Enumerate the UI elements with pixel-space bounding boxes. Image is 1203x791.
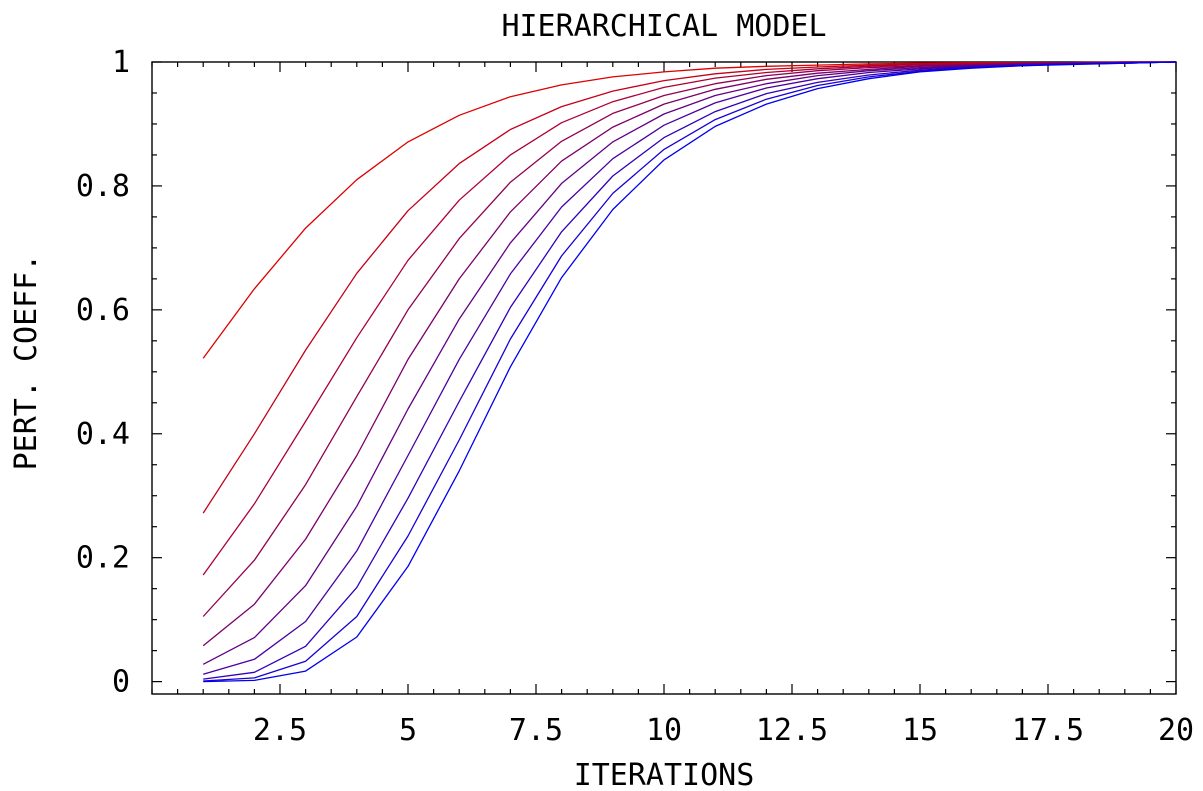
y-tick-label: 1 xyxy=(112,45,130,80)
y-tick-label: 0.4 xyxy=(76,417,130,452)
y-tick-label: 0 xyxy=(112,665,130,700)
series-line-5 xyxy=(202,61,1177,647)
x-tick-label: 2.5 xyxy=(253,713,307,748)
plot-frame xyxy=(151,61,1177,695)
series-line-2 xyxy=(202,61,1176,514)
x-tick-label: 7.5 xyxy=(509,713,563,748)
chart-title: HIERARCHICAL MODEL xyxy=(501,9,826,44)
series-lines xyxy=(202,61,1177,683)
axis-ticks xyxy=(151,61,1177,694)
series-line-9 xyxy=(203,61,1177,682)
plot-area xyxy=(151,61,1177,695)
x-tick-label: 5 xyxy=(399,713,417,748)
x-tick-label: 20 xyxy=(1158,713,1194,748)
series-line-6 xyxy=(202,61,1177,665)
x-tick-label: 17.5 xyxy=(1012,713,1084,748)
tick-labels: 2.5 5 7.5 10 12.5 15 17.5 20 0 0.2 0.4 0.6 0.8 1 xyxy=(76,45,1194,748)
series-line-3 xyxy=(202,61,1176,576)
series-line-7 xyxy=(203,61,1177,675)
y-tick-label: 0.2 xyxy=(76,541,130,576)
y-tick-label: 0.8 xyxy=(76,169,130,204)
x-tick-label: 12.5 xyxy=(756,713,828,748)
series-line-10 xyxy=(203,61,1177,683)
y-axis-title: PERT. COEFF. xyxy=(9,254,44,471)
series-line-8 xyxy=(203,61,1177,680)
y-tick-label: 0.6 xyxy=(76,293,130,328)
series-line-1 xyxy=(202,61,1176,359)
x-axis-title: ITERATIONS xyxy=(574,758,755,791)
x-tick-label: 10 xyxy=(646,713,682,748)
series-line-4 xyxy=(202,61,1177,617)
x-tick-label: 15 xyxy=(902,713,938,748)
